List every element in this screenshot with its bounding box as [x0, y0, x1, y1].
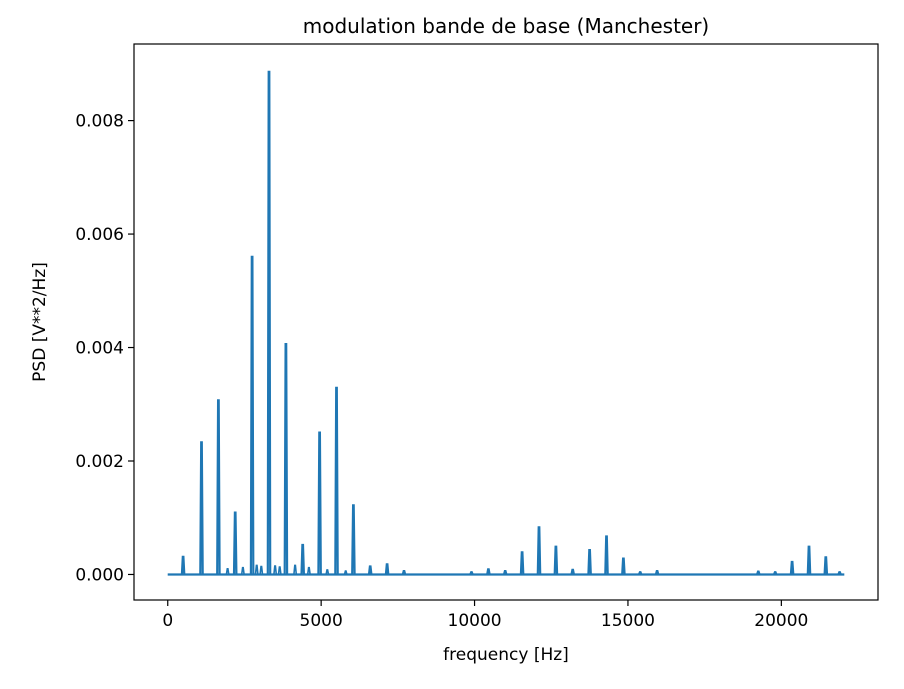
- spectral-peak-12: [384, 563, 390, 575]
- y-tick-label-0: 0.000: [75, 565, 124, 585]
- x-tick-label-0: 0: [162, 611, 173, 631]
- spectral-peak-0: [180, 555, 186, 575]
- spectral-peak-27: [772, 571, 778, 575]
- x-axis-ticks: 0 5000 10000 15000 20000: [162, 600, 808, 631]
- y-tick-label-2: 0.004: [75, 339, 124, 359]
- x-axis-label: frequency [Hz]: [443, 645, 569, 665]
- y-tick-label-3: 0.006: [75, 225, 124, 245]
- spectral-peak-29: [806, 545, 812, 575]
- minor-peak-2: [254, 564, 259, 575]
- spectral-peak-8: [317, 431, 322, 575]
- spectral-peak-15: [486, 568, 491, 575]
- x-tick-label-4: 20000: [754, 611, 808, 631]
- spectral-peak-25: [654, 570, 660, 575]
- spectral-peak-31: [837, 571, 842, 575]
- minor-peak-0: [225, 568, 230, 575]
- spectral-peak-14: [469, 571, 474, 575]
- spectral-peak-11: [367, 565, 373, 575]
- x-tick-label-3: 15000: [601, 611, 655, 631]
- spectral-peak-18: [536, 526, 542, 575]
- spectral-peak-17: [519, 551, 525, 575]
- spectral-peak-4: [249, 255, 255, 575]
- spectral-peak-9: [334, 386, 339, 575]
- spectral-peak-7: [300, 543, 305, 575]
- y-axis-ticks: 0.000 0.002 0.004 0.006 0.008: [75, 112, 134, 585]
- minor-peak-8: [325, 569, 330, 575]
- y-axis-label: PSD [V**2/Hz]: [30, 262, 50, 382]
- spectral-peak-6: [283, 343, 289, 575]
- chart-title: modulation bande de base (Manchester): [303, 14, 710, 38]
- minor-peak-1: [240, 566, 245, 575]
- minor-peak-9: [343, 570, 348, 575]
- spectral-peak-3: [232, 511, 238, 575]
- spectral-peak-21: [587, 549, 592, 575]
- minor-peak-6: [293, 564, 298, 575]
- minor-peak-5: [277, 566, 282, 575]
- spectral-peak-26: [756, 570, 761, 575]
- spectral-peak-22: [604, 535, 609, 575]
- spectral-peak-10: [351, 504, 356, 575]
- plot-area: [167, 70, 845, 576]
- y-tick-label-4: 0.008: [75, 112, 124, 132]
- minor-peak-3: [259, 565, 264, 575]
- y-tick-label-1: 0.002: [75, 452, 124, 472]
- spectral-peak-1: [199, 441, 204, 575]
- spectral-peak-30: [823, 556, 829, 575]
- spectral-peak-13: [401, 570, 407, 575]
- spectral-peak-16: [502, 570, 508, 575]
- spectral-peak-23: [621, 557, 626, 575]
- spectral-peak-2: [216, 399, 221, 575]
- x-tick-label-2: 10000: [448, 611, 502, 631]
- spectral-peak-28: [789, 560, 795, 575]
- minor-peak-4: [273, 565, 278, 575]
- spectral-peak-19: [553, 545, 559, 575]
- axes-frame: [133, 43, 879, 601]
- minor-peak-7: [306, 566, 311, 575]
- spectral-peak-5: [266, 70, 272, 575]
- x-tick-label-1: 5000: [300, 611, 343, 631]
- spectral-peak-24: [637, 571, 643, 575]
- spectral-peak-20: [570, 568, 575, 575]
